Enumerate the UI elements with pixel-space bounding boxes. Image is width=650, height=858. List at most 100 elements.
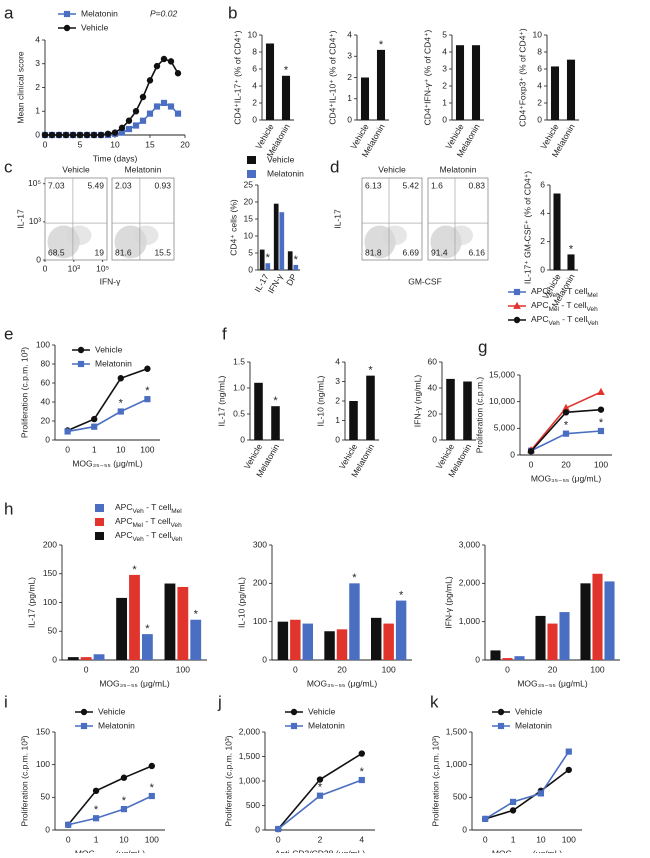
legend-label: APCMel - T cellVeh <box>531 300 598 313</box>
bar <box>559 612 570 660</box>
y-axis-label: IFN-γ (pg/mL) <box>443 576 453 629</box>
bar <box>463 381 472 440</box>
marker <box>148 762 156 770</box>
x-tick-label: 100 <box>590 664 604 674</box>
quadrant-value: 15.5 <box>154 247 171 257</box>
x-tick-label: 1 <box>511 834 516 844</box>
y-tick-label: 100 <box>36 339 50 349</box>
y-tick-label: 200 <box>43 539 57 549</box>
significance-star: * <box>599 417 604 429</box>
y-axis-label: IL-17 (pg/mL) <box>26 577 36 628</box>
x-tick-label: 20 <box>180 139 190 149</box>
significance-star: * <box>150 782 155 794</box>
quadrant-value: 5.49 <box>87 180 104 190</box>
x-axis-label: Anti-CD3/CD28 (μg/mL) <box>275 848 366 853</box>
y-axis-label: IL-17 <box>15 209 25 229</box>
y-tick-label: 1 <box>347 93 352 103</box>
y-tick-label: 100 <box>253 616 267 626</box>
series-line <box>45 58 179 136</box>
bar <box>93 654 105 660</box>
text-part: Veh <box>171 536 183 543</box>
marker <box>65 821 72 828</box>
y-tick-label: 2 <box>537 97 542 107</box>
text-part: Veh <box>132 508 144 515</box>
y-tick-label: 2,000 <box>239 726 261 736</box>
y-tick-label: 20 <box>428 408 438 418</box>
marker <box>80 722 88 730</box>
bar <box>580 583 591 660</box>
text-part: Veh <box>587 320 599 327</box>
significance-star: * <box>119 397 124 409</box>
y-tick-label: 4 <box>537 80 542 90</box>
marker <box>48 131 56 139</box>
bar <box>67 657 79 660</box>
series-line <box>67 398 148 433</box>
panel-letter: g <box>478 337 487 356</box>
text-part: APC <box>115 502 132 512</box>
y-tick-label: 1,000 <box>459 616 481 626</box>
bar <box>553 193 561 270</box>
bar <box>604 581 615 660</box>
legend-label: Melatonin <box>308 720 345 730</box>
text-part: Veh <box>132 536 144 543</box>
marker <box>167 103 175 110</box>
x-tick-label: 1 <box>94 834 99 844</box>
y-tick-label: 3 <box>347 51 352 61</box>
y-tick-label: 1 <box>35 106 40 116</box>
y-tick-label: 1 <box>335 415 340 425</box>
y-tick-label: 0 <box>335 434 340 444</box>
bar <box>287 251 293 270</box>
marker <box>117 408 124 415</box>
text-part: - T cell <box>559 300 587 310</box>
bar <box>281 75 291 120</box>
y-tick-label: 4 <box>35 34 40 44</box>
significance-star: * <box>145 623 150 635</box>
text-part: Veh <box>171 522 183 529</box>
y-tick-label: 0 <box>240 434 245 444</box>
bar <box>502 658 513 660</box>
x-tick-label: 0 <box>293 664 298 674</box>
marker <box>565 766 572 774</box>
y-axis-label: CD4⁺IL-10⁺ (% of CD4⁺) <box>327 30 337 124</box>
marker <box>497 708 505 716</box>
marker <box>513 288 521 296</box>
legend-label: APCMel - T cellVeh <box>115 516 182 529</box>
y-tick-label: 1 <box>442 97 447 107</box>
x-tick-label: 0 <box>43 139 48 149</box>
significance-star: * <box>368 365 373 377</box>
y-tick-label: 0 <box>35 129 40 139</box>
marker <box>55 131 63 139</box>
y-tick-label: 0 <box>462 824 467 834</box>
y-tick-label: 3,000 <box>459 539 481 549</box>
marker <box>174 110 182 117</box>
marker <box>132 108 140 115</box>
y-tick-label: 0 <box>255 824 260 834</box>
bar <box>302 623 314 660</box>
x-axis-label: IFN-γ <box>100 276 122 286</box>
legend-label: Vehicle <box>267 154 295 164</box>
x-axis-label: MOG₃₅₋₅₅ (μg/mL) <box>531 473 602 483</box>
bar <box>279 212 285 270</box>
marker <box>104 130 112 138</box>
bar <box>129 574 140 660</box>
marker <box>527 448 535 455</box>
quadrant-value: 2.03 <box>115 180 132 190</box>
bar <box>273 203 279 270</box>
x-tick-label: 100 <box>382 664 396 674</box>
y-tick-label: 40 <box>428 382 438 392</box>
significance-star: * <box>379 39 384 51</box>
y-tick-label: 60 <box>41 377 51 387</box>
panel-letter: f <box>222 324 227 343</box>
y-tick-label: 3 <box>442 63 447 73</box>
y-tick-label: 0 <box>262 654 267 664</box>
panel-letter: c <box>4 157 13 176</box>
y-tick-label: 0 <box>475 654 480 664</box>
y-axis-label: Proliferation (c.p.m. 10³) <box>223 735 233 826</box>
y-tick-label: 2 <box>35 82 40 92</box>
text-part: Mel <box>132 522 143 529</box>
marker <box>167 58 175 65</box>
plot-title: Vehicle <box>62 164 90 174</box>
y-tick-label: 150 <box>36 726 50 736</box>
x-tick-label: 20 <box>548 664 558 674</box>
marker <box>77 346 85 354</box>
